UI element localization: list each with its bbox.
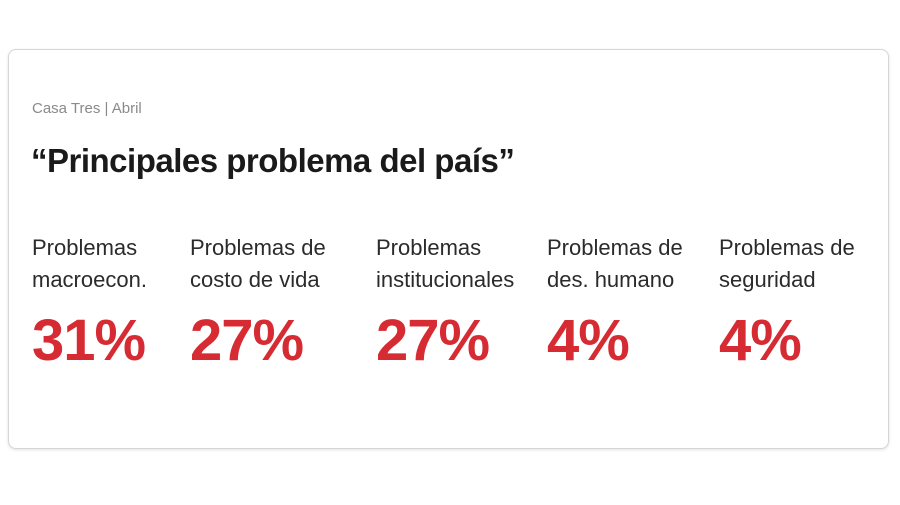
stat-label: Problemas macroecon. [32,232,192,296]
stat-label-line: Problemas [32,235,138,260]
stat-item: Problemas de seguridad 4% [719,232,879,372]
stat-item: Problemas de costo de vida 27% [190,232,350,372]
stat-value: 27% [190,308,304,373]
source-label: Casa Tres | Abril [32,100,142,117]
stat-label-line: macroecon. [32,267,147,292]
stat-item: Problemas institucionales 27% [376,232,536,372]
chart-title: “Principales problema del país” [31,142,515,179]
stat-value: 27% [376,308,490,373]
stat-item: Problemas macroecon. 31% [32,232,192,372]
stat-label: Problemas institucionales [376,232,536,296]
stat-label: Problemas de seguridad [719,232,879,296]
stat-value: 4% [547,308,630,373]
stat-label-line: des. humano [547,267,675,292]
stats-card: Casa Tres | Abril “Principales problema … [8,49,889,449]
stat-label-line: costo de vida [190,267,320,292]
stat-label: Problemas de des. humano [547,232,707,296]
stat-label-line: Problemas de [719,235,855,260]
stat-label-line: seguridad [719,267,816,292]
stat-label-line: Problemas [376,235,482,260]
stat-label-line: Problemas de [190,235,326,260]
stat-label-line: institucionales [376,267,515,292]
stat-item: Problemas de des. humano 4% [547,232,707,372]
stat-value: 31% [32,308,146,373]
stat-label-line: Problemas de [547,235,683,260]
stat-label: Problemas de costo de vida [190,232,350,296]
stat-value: 4% [719,308,802,373]
